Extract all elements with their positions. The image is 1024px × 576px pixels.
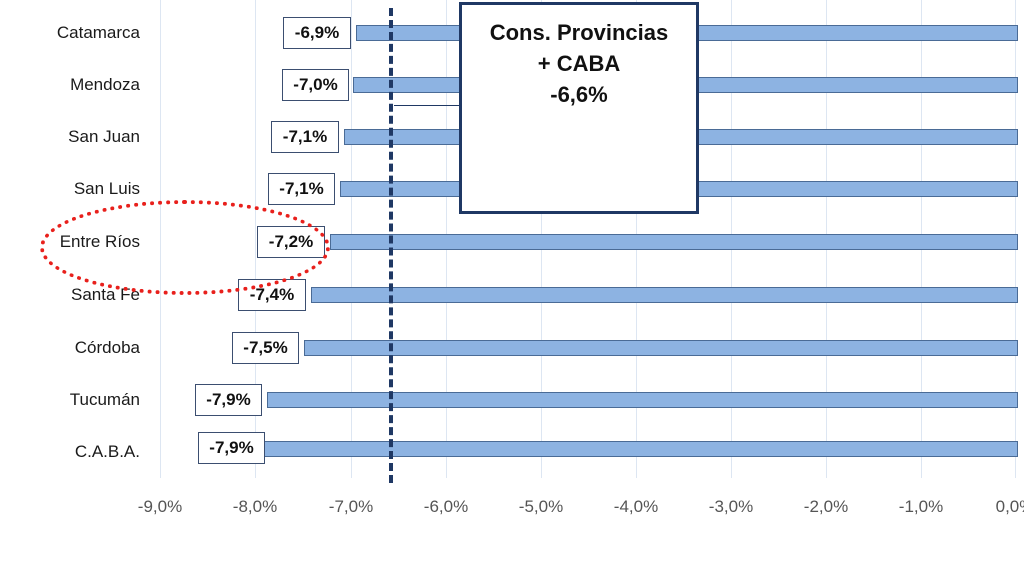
x-tick-label: -1,0%: [898, 497, 944, 516]
category-label: Córdoba: [74, 338, 140, 357]
value-label: -7,0%: [282, 69, 349, 101]
x-tick-label: -5,0%: [518, 497, 564, 516]
category-label: Tucumán: [69, 390, 140, 409]
average-callout: Cons. Provincias + CABA -6,6%: [459, 2, 699, 214]
value-label: -7,1%: [268, 173, 335, 205]
callout-line-2: + CABA: [537, 51, 621, 76]
reference-line: [389, 8, 393, 483]
x-tick-label: -8,0%: [232, 497, 278, 516]
value-label: -7,5%: [232, 332, 299, 364]
x-tick-label: -7,0%: [328, 497, 374, 516]
category-label: San Juan: [68, 127, 140, 146]
x-tick-label: -6,0%: [423, 497, 469, 516]
x-tick-label: 0,0%: [995, 497, 1024, 516]
bar-caba: [264, 441, 1018, 457]
highlight-ellipse: [40, 200, 330, 295]
bar-cordoba: [304, 340, 1018, 356]
x-tick-label: -9,0%: [137, 497, 183, 516]
value-label: -7,9%: [195, 384, 262, 416]
bar-entre-rios: [330, 234, 1018, 250]
value-label: -7,9%: [198, 432, 265, 464]
x-tick-label: -2,0%: [803, 497, 849, 516]
callout-line-3: -6,6%: [550, 82, 608, 107]
category-label: San Luis: [73, 179, 140, 198]
value-label: -6,9%: [283, 17, 351, 49]
bar-tucuman: [267, 392, 1018, 408]
category-label: Catamarca: [56, 23, 140, 42]
callout-leader-line: [394, 105, 460, 106]
category-label: C.A.B.A.: [74, 442, 140, 461]
category-label: Mendoza: [70, 75, 140, 94]
x-tick-label: -3,0%: [708, 497, 754, 516]
value-label: -7,1%: [271, 121, 339, 153]
bar-santa-fe: [311, 287, 1018, 303]
callout-line-1: Cons. Provincias: [489, 20, 669, 45]
x-tick-label: -4,0%: [613, 497, 659, 516]
